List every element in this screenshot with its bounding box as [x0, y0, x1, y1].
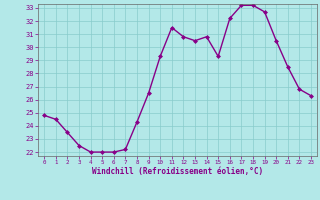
X-axis label: Windchill (Refroidissement éolien,°C): Windchill (Refroidissement éolien,°C): [92, 167, 263, 176]
